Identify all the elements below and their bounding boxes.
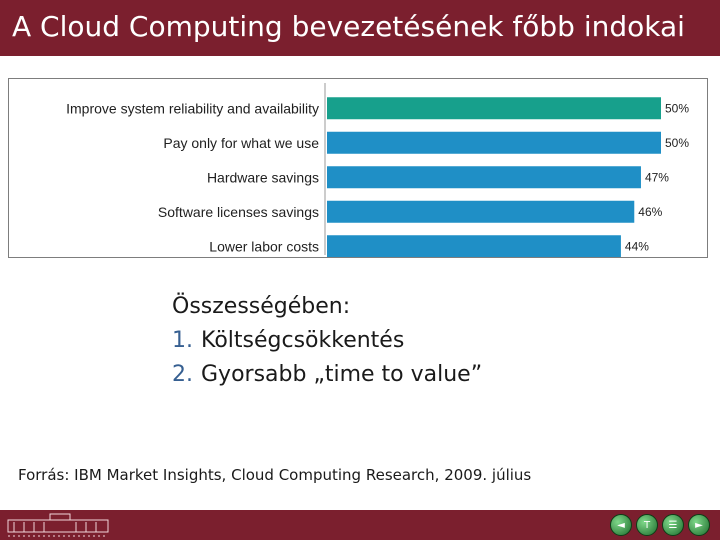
bar [327,200,635,223]
summary-item-number: 2. [172,362,193,387]
summary-item-text: Költségcsökkentés [201,328,405,353]
home-icon[interactable]: T [636,514,658,536]
summary-item-number: 1. [172,328,193,353]
value-label: 46% [638,205,662,219]
category-label: Pay only for what we use [163,135,319,151]
value-label: 50% [665,101,689,115]
slide-title: A Cloud Computing bevezetésének főbb ind… [12,10,685,43]
footer-nav: ◄ T ☰ ► [610,514,710,536]
prev-icon[interactable]: ◄ [610,514,632,536]
category-label: Software licenses savings [158,204,319,220]
university-logo [7,513,109,537]
menu-icon[interactable]: ☰ [662,514,684,536]
summary-block: Összességében: 1. Költségcsökkentés 2. Gyo… [172,290,482,392]
source-note: Forrás: IBM Market Insights, Cloud Compu… [18,466,532,484]
category-label: Lower labor costs [209,238,319,254]
footer-bar: ◄ T ☰ ► [0,510,720,540]
bar-chart: Improve system reliability and availabil… [8,78,708,258]
value-label: 50% [665,136,689,150]
category-label: Hardware savings [207,169,319,185]
bar [327,131,661,154]
bar [327,97,661,120]
category-label: Improve system reliability and availabil… [66,100,319,116]
title-bar: A Cloud Computing bevezetésének főbb ind… [0,0,720,56]
summary-item: 2. Gyorsabb „time to value” [172,358,482,392]
next-icon[interactable]: ► [688,514,710,536]
summary-heading: Összességében: [172,294,351,319]
chart-svg: Improve system reliability and availabil… [66,83,689,257]
bar [327,166,641,189]
summary-item-text: Gyorsabb „time to value” [201,362,483,387]
value-label: 44% [625,239,649,253]
summary-item: 1. Költségcsökkentés [172,324,482,358]
value-label: 47% [645,170,669,184]
bar [327,235,621,257]
